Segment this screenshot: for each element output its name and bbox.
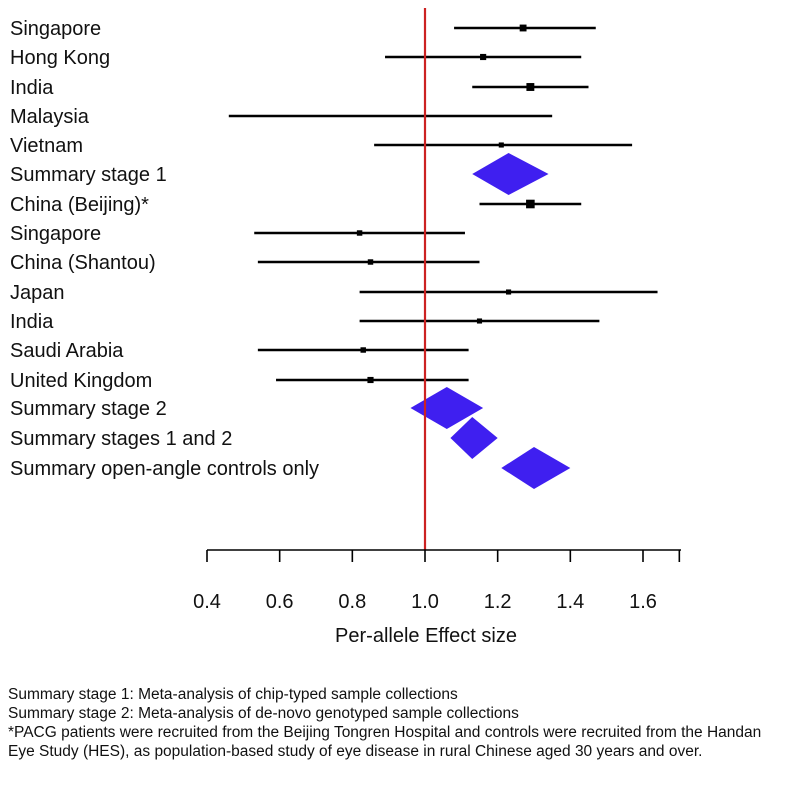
row-label: Summary stage 2: [10, 398, 167, 420]
x-tick-label: 0.8: [338, 591, 366, 613]
row-label: Japan: [10, 282, 65, 304]
row-label: China (Shantou): [10, 252, 156, 274]
plot-marks: [228, 8, 658, 550]
row-label: China (Beijing)*: [10, 194, 149, 216]
x-tick-label: 1.4: [556, 591, 584, 613]
x-axis-title: Per-allele Effect size: [335, 625, 517, 647]
point-estimate: [367, 376, 374, 384]
point-estimate: [360, 347, 366, 353]
row-label: Summary open-angle controls only: [10, 458, 319, 480]
row-label: India: [10, 77, 54, 99]
footnote-beijing-note: *PACG patients were recruited from the B…: [8, 724, 762, 760]
x-tick-label: 1.6: [629, 591, 657, 613]
summary-diamond: [501, 447, 571, 489]
row-label: Summary stages 1 and 2: [10, 428, 232, 450]
row-label: Saudi Arabia: [10, 340, 124, 362]
footnotes: Summary stage 1: Meta-analysis of chip-t…: [8, 685, 780, 761]
x-tick-label: 0.6: [266, 591, 294, 613]
row-label: Singapore: [10, 223, 101, 245]
point-estimate: [506, 289, 512, 295]
point-estimate: [480, 53, 487, 61]
x-tick-label: 0.4: [193, 591, 221, 613]
row-label: Singapore: [10, 18, 101, 40]
point-estimate: [526, 83, 535, 91]
row-label: Hong Kong: [10, 47, 110, 69]
point-estimate: [476, 318, 483, 324]
footnote-summary-stage-1: Summary stage 1: Meta-analysis of chip-t…: [8, 686, 458, 703]
row-label: Vietnam: [10, 135, 83, 157]
x-tick-label: 1.0: [411, 591, 439, 613]
summary-diamond: [450, 417, 498, 459]
row-label: India: [10, 311, 54, 333]
row-label: Malaysia: [10, 106, 90, 128]
x-tick-label: 1.2: [484, 591, 512, 613]
summary-diamond: [410, 387, 484, 429]
footnote-summary-stage-2: Summary stage 2: Meta-analysis of de-nov…: [8, 705, 519, 722]
point-estimate: [526, 199, 535, 209]
point-estimate: [519, 24, 527, 32]
study-labels: Singapore Hong Kong India Malaysia Vietnam Su…: [10, 18, 319, 480]
summary-diamond: [472, 153, 549, 195]
row-label: Summary stage 1: [10, 164, 167, 186]
forest-plot: Singapore Hong Kong India Malaysia Vietnam Su…: [10, 8, 681, 647]
point-estimate: [498, 142, 504, 148]
point-estimate: [367, 259, 374, 265]
point-estimate: [356, 230, 363, 236]
x-axis: 0.4 0.6 0.8 1.0 1.2 1.4 1.6: [193, 549, 681, 613]
row-label: United Kingdom: [10, 370, 152, 392]
